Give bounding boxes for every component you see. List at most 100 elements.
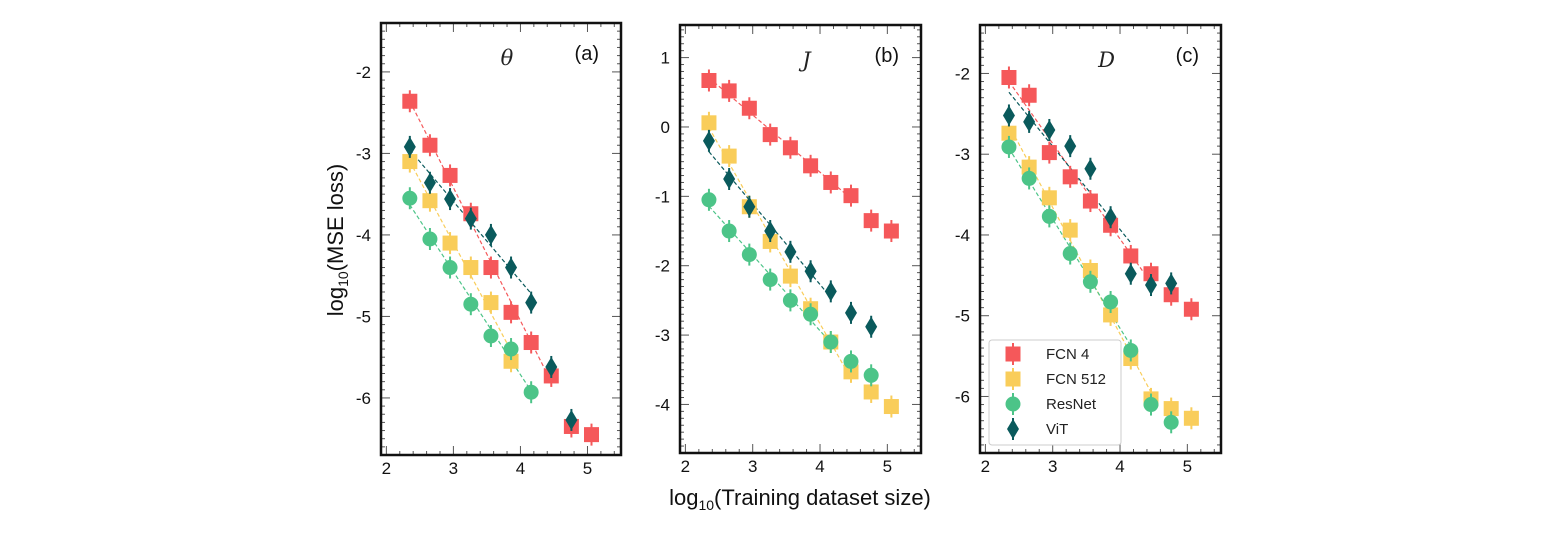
data-point: [1123, 342, 1139, 358]
data-point: [1041, 208, 1057, 224]
data-point: [1021, 170, 1037, 186]
y-tick-label: -5: [356, 307, 371, 326]
data-point: [863, 384, 879, 400]
data-point: [1163, 414, 1179, 430]
data-point: [865, 316, 878, 337]
data-point: [1001, 125, 1017, 141]
data-point: [823, 174, 839, 190]
data-point: [422, 193, 438, 209]
data-point: [503, 341, 519, 357]
y-axis-label: log10(MSE loss): [323, 164, 351, 317]
panel-label: (c): [1176, 45, 1199, 67]
data-point: [782, 268, 798, 284]
data-point: [883, 223, 899, 239]
legend-entry: ViT: [1046, 421, 1068, 438]
y-tick-label: -4: [655, 395, 670, 414]
data-point: [1163, 401, 1179, 417]
data-point: [1104, 207, 1117, 228]
data-point: [484, 224, 497, 245]
data-point: [721, 83, 737, 99]
data-point: [1062, 169, 1078, 185]
y-tick-label: -4: [356, 226, 371, 245]
data-point: [565, 409, 578, 430]
data-point: [422, 137, 438, 153]
data-point: [701, 192, 717, 208]
data-point: [782, 292, 798, 308]
data-point: [721, 223, 737, 239]
data-point: [1144, 275, 1157, 296]
plot-frame: [379, 21, 623, 457]
x-tick-label: 2: [681, 457, 690, 476]
x-tick-label: 2: [382, 459, 391, 478]
legend-marker: [1005, 396, 1021, 412]
data-point: [503, 353, 519, 369]
x-tick-label: 5: [1183, 457, 1192, 476]
data-point: [1084, 158, 1097, 179]
y-tick-label: -2: [655, 257, 670, 276]
data-point: [741, 247, 757, 263]
data-point: [804, 261, 817, 282]
series-vit: [403, 135, 578, 431]
y-tick-label: -5: [955, 307, 970, 326]
panel-variable: D: [1097, 48, 1115, 72]
data-point: [1043, 119, 1056, 140]
data-point: [422, 231, 438, 247]
data-point: [723, 168, 736, 189]
data-point: [844, 302, 857, 323]
data-point: [782, 140, 798, 156]
data-point: [1082, 262, 1098, 278]
data-point: [523, 335, 539, 351]
data-point: [823, 334, 839, 350]
data-point: [463, 260, 479, 276]
data-point: [423, 172, 436, 193]
x-tick-label: 3: [748, 457, 757, 476]
data-point: [803, 306, 819, 322]
y-tick-label: -2: [356, 63, 371, 82]
panel-variable: J: [798, 48, 812, 72]
data-point: [442, 260, 458, 276]
data-point: [505, 257, 518, 278]
legend-entry: ResNet: [1046, 396, 1097, 413]
data-point: [1183, 301, 1199, 317]
data-point: [444, 189, 457, 210]
legend-entry: FCN 512: [1046, 371, 1106, 388]
panel-label: (b): [875, 45, 899, 67]
data-point: [1103, 294, 1119, 310]
data-point: [525, 292, 538, 313]
legend-box: [988, 339, 1122, 446]
y-tick-label: -3: [356, 144, 371, 163]
data-point: [1041, 190, 1057, 206]
fit-line-fcn-4: [708, 77, 852, 199]
data-point: [1143, 397, 1159, 413]
x-tick-label: 3: [449, 459, 458, 478]
data-point: [584, 427, 600, 443]
data-point: [1143, 266, 1159, 282]
data-point: [1082, 274, 1098, 290]
data-point: [1001, 69, 1017, 85]
data-point: [843, 188, 859, 204]
plot-frame: [978, 23, 1223, 455]
data-point: [803, 158, 819, 174]
data-point: [702, 130, 715, 151]
data-point: [1165, 273, 1178, 294]
data-point: [1183, 410, 1199, 426]
data-point: [545, 356, 558, 377]
data-point: [403, 136, 416, 157]
data-point: [764, 221, 777, 242]
data-point: [1021, 159, 1037, 175]
panel-a: -2 -3 -4 -5 -6 2 3 4 5 θ (a): [356, 21, 623, 478]
data-point: [442, 167, 458, 183]
data-point: [1001, 139, 1017, 155]
legend-entry: FCN 4: [1046, 346, 1089, 363]
panel-c: -2 -3 -4 -5 -6 2 3 4 5 D (c) FCN 4 FCN 512 ResNet ViT: [955, 23, 1223, 476]
legend-marker: [1005, 346, 1021, 362]
x-tick-label: 5: [883, 457, 892, 476]
fit-line-fcn-512: [708, 127, 852, 379]
series-resnet: [1001, 135, 1179, 434]
series-vit: [702, 129, 878, 338]
data-point: [483, 328, 499, 344]
data-point: [1123, 248, 1139, 264]
data-point: [863, 213, 879, 229]
